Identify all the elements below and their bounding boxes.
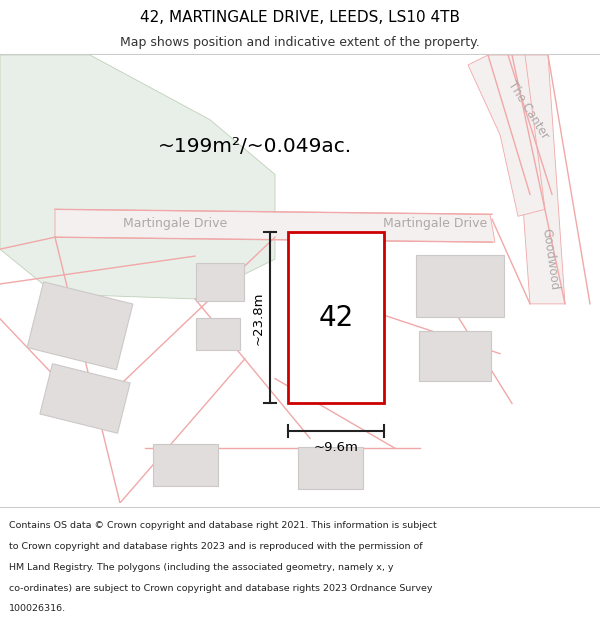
Polygon shape xyxy=(298,448,362,489)
Text: Goodwood: Goodwood xyxy=(539,228,561,291)
Text: 42: 42 xyxy=(319,304,353,332)
Text: co-ordinates) are subject to Crown copyright and database rights 2023 Ordnance S: co-ordinates) are subject to Crown copyr… xyxy=(9,584,433,592)
Text: 100026316.: 100026316. xyxy=(9,604,66,613)
Polygon shape xyxy=(419,331,491,381)
Text: ~9.6m: ~9.6m xyxy=(314,441,358,454)
Polygon shape xyxy=(468,55,545,216)
Polygon shape xyxy=(512,55,565,304)
Bar xyxy=(288,232,384,404)
Polygon shape xyxy=(152,444,218,486)
Text: 42, MARTINGALE DRIVE, LEEDS, LS10 4TB: 42, MARTINGALE DRIVE, LEEDS, LS10 4TB xyxy=(140,10,460,25)
Polygon shape xyxy=(55,209,495,242)
Polygon shape xyxy=(40,364,130,433)
Text: The Canter: The Canter xyxy=(505,78,551,141)
Text: ~199m²/~0.049ac.: ~199m²/~0.049ac. xyxy=(158,137,352,156)
Polygon shape xyxy=(0,55,275,299)
Text: Martingale Drive: Martingale Drive xyxy=(383,217,487,230)
Text: Map shows position and indicative extent of the property.: Map shows position and indicative extent… xyxy=(120,36,480,49)
Text: ~23.8m: ~23.8m xyxy=(252,291,265,344)
Polygon shape xyxy=(196,263,244,301)
Text: HM Land Registry. The polygons (including the associated geometry, namely x, y: HM Land Registry. The polygons (includin… xyxy=(9,562,394,572)
Text: Martingale Drive: Martingale Drive xyxy=(123,217,227,230)
Polygon shape xyxy=(27,282,133,370)
Text: to Crown copyright and database rights 2023 and is reproduced with the permissio: to Crown copyright and database rights 2… xyxy=(9,542,422,551)
Text: Contains OS data © Crown copyright and database right 2021. This information is : Contains OS data © Crown copyright and d… xyxy=(9,521,437,530)
Polygon shape xyxy=(416,255,504,317)
Polygon shape xyxy=(196,318,240,349)
